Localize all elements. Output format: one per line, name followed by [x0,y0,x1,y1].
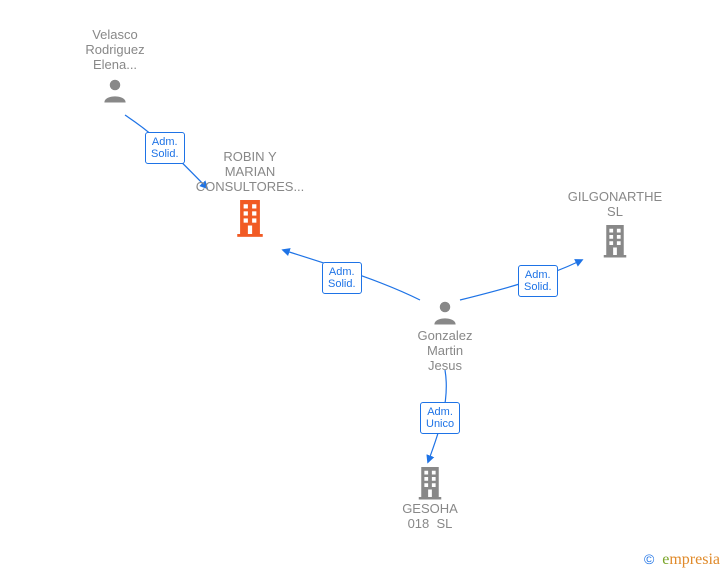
copyright-symbol: © [644,551,654,567]
edge-label-gonzalez-gilgonarthe: Adm. Solid. [518,265,558,297]
edge-label-gonzalez-gesoha: Adm. Unico [420,402,460,434]
diagram-canvas: Velasco Rodriguez Elena... ROBIN Y MARIA… [0,0,728,575]
node-label-gonzalez: Gonzalez Martin Jesus [400,329,490,374]
building-icon [555,222,675,258]
node-label-gesoha: GESOHA 018 SL [385,502,475,532]
node-velasco[interactable]: Velasco Rodriguez Elena... [65,28,165,105]
node-gesoha[interactable]: GESOHA 018 SL [385,462,475,532]
building-icon [175,197,325,237]
node-gilgonarthe[interactable]: GILGONARTHE SL [555,190,675,258]
edge-label-velasco-robin: Adm. Solid. [145,132,185,164]
person-icon [400,297,490,327]
node-label-gilgonarthe: GILGONARTHE SL [555,190,675,220]
node-gonzalez[interactable]: Gonzalez Martin Jesus [400,295,490,374]
edge-label-gonzalez-robin: Adm. Solid. [322,262,362,294]
person-icon [65,75,165,105]
node-label-robin: ROBIN Y MARIAN CONSULTORES... [175,150,325,195]
watermark: © empresia [644,551,720,569]
node-label-velasco: Velasco Rodriguez Elena... [65,28,165,73]
brand-logo: empresia [662,551,720,568]
node-robin[interactable]: ROBIN Y MARIAN CONSULTORES... [175,150,325,237]
building-icon [385,464,475,500]
